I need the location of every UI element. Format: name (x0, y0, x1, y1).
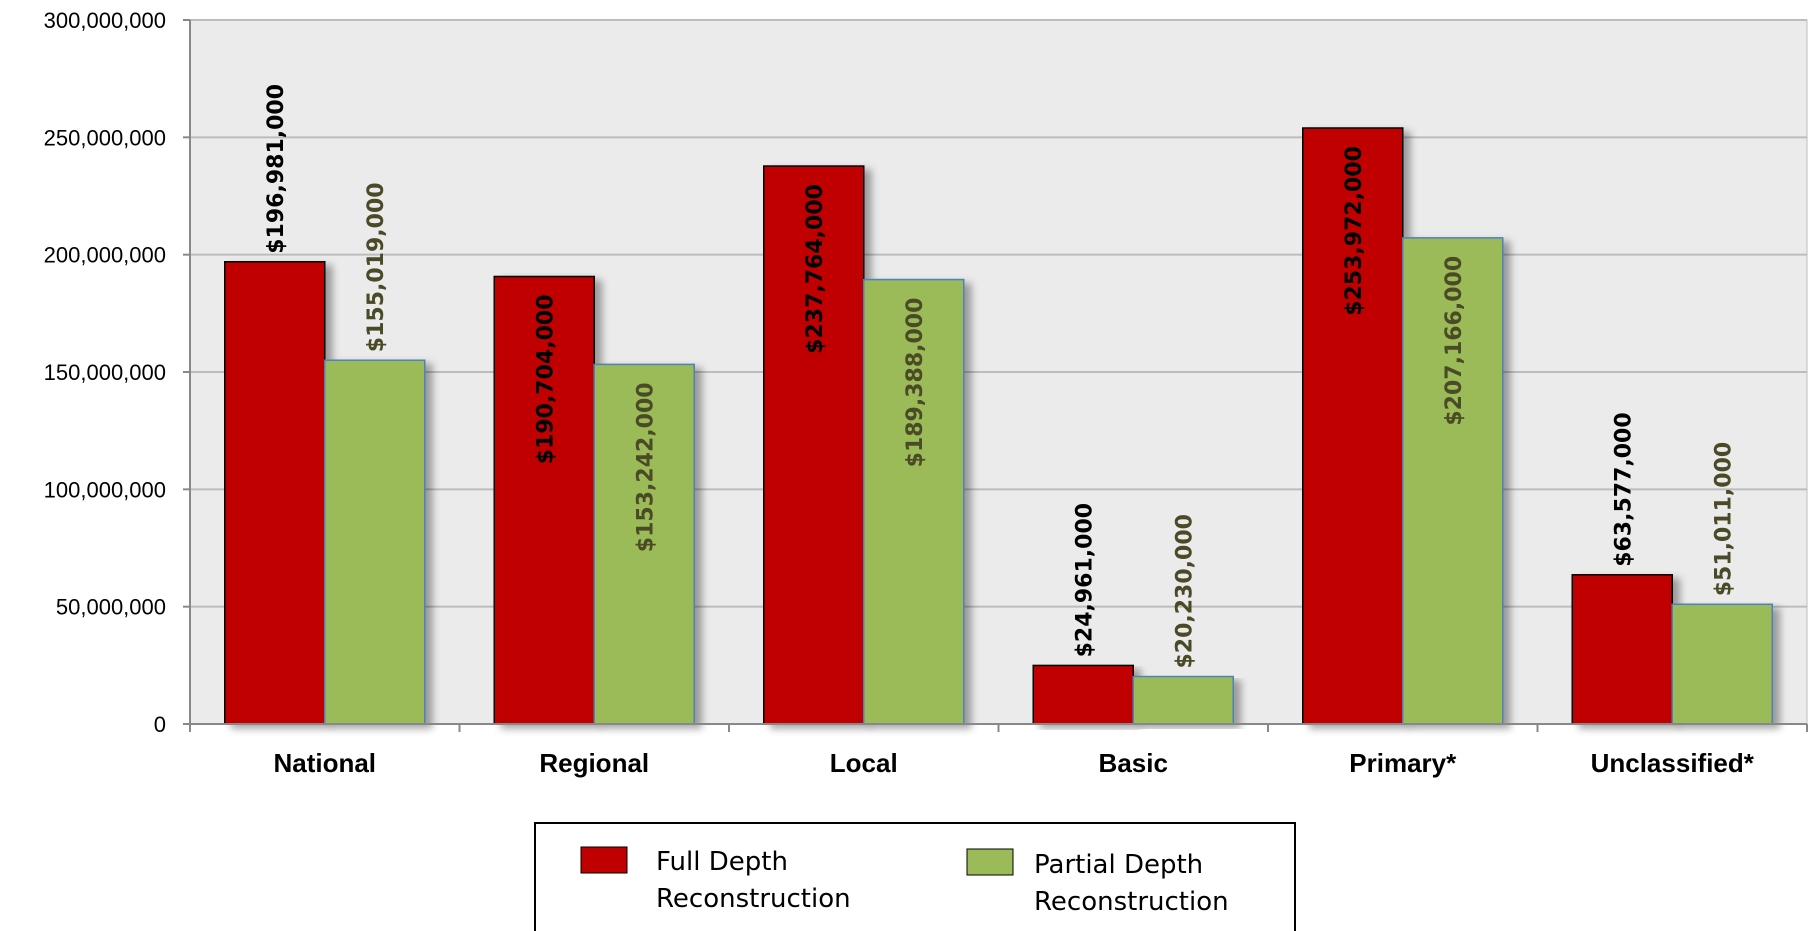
category-label: Regional (539, 748, 649, 778)
category-label: Local (830, 748, 898, 778)
y-tick-label: 50,000,000 (56, 595, 166, 620)
legend-box (534, 822, 1296, 931)
data-label: $190,704,000 (533, 294, 558, 464)
data-labels: $196,981,000 $155,019,000 $190,704,000 $153… (264, 84, 1737, 669)
bars (224, 127, 1773, 725)
y-tick-label: 250,000,000 (44, 125, 166, 150)
category-label: National (273, 748, 376, 778)
legend-swatch-partial-depth (966, 848, 1014, 876)
legend-label-partial-line2: Reconstruction (1034, 887, 1229, 917)
legend-swatch-full-depth (580, 846, 628, 874)
data-label: $237,764,000 (803, 184, 828, 354)
data-label: $196,981,000 (264, 84, 289, 254)
bar-full-depth (1571, 574, 1673, 725)
bar-partial-depth (1132, 675, 1234, 725)
grid-lines (190, 19, 1807, 608)
category-label: Primary* (1349, 748, 1457, 778)
category-label: Unclassified* (1591, 748, 1755, 778)
legend: Full Depth Reconstruction Partial Depth … (534, 822, 1296, 931)
data-label: $153,242,000 (633, 382, 658, 552)
y-axis: 0 50,000,000 100,000,000 150,000,000 200,000… (44, 8, 190, 737)
category-label: Basic (1099, 748, 1168, 778)
bar-full-depth (224, 261, 326, 725)
data-label: $20,230,000 (1172, 514, 1197, 668)
x-axis: National Regional Local Basic Primary* Unclas… (189, 724, 1808, 778)
data-label: $51,011,000 (1711, 442, 1736, 596)
data-label: $155,019,000 (364, 182, 389, 352)
bar-partial-depth (593, 363, 695, 725)
data-label: $189,388,000 (903, 298, 928, 468)
data-label: $207,166,000 (1442, 256, 1467, 426)
y-tick-label: 150,000,000 (44, 360, 166, 385)
legend-label-partial-line1: Partial Depth (1034, 850, 1203, 880)
bar-partial-depth (324, 359, 426, 725)
y-tick-label: 100,000,000 (44, 477, 166, 502)
legend-label-full-line2: Reconstruction (656, 884, 851, 914)
y-tick-label: 0 (154, 712, 166, 737)
bar-full-depth (1032, 664, 1134, 725)
bar-partial-depth (1671, 603, 1773, 725)
data-label: $253,972,000 (1342, 146, 1367, 316)
bar-partial-depth (863, 278, 965, 725)
data-label: $24,961,000 (1072, 503, 1097, 657)
bar-partial-depth (1402, 237, 1504, 725)
legend-label-full-line1: Full Depth (656, 847, 788, 877)
y-tick-label: 300,000,000 (44, 8, 166, 33)
bar-full-depth (1302, 127, 1404, 725)
data-label: $63,577,000 (1611, 412, 1636, 566)
y-tick-label: 200,000,000 (44, 243, 166, 268)
